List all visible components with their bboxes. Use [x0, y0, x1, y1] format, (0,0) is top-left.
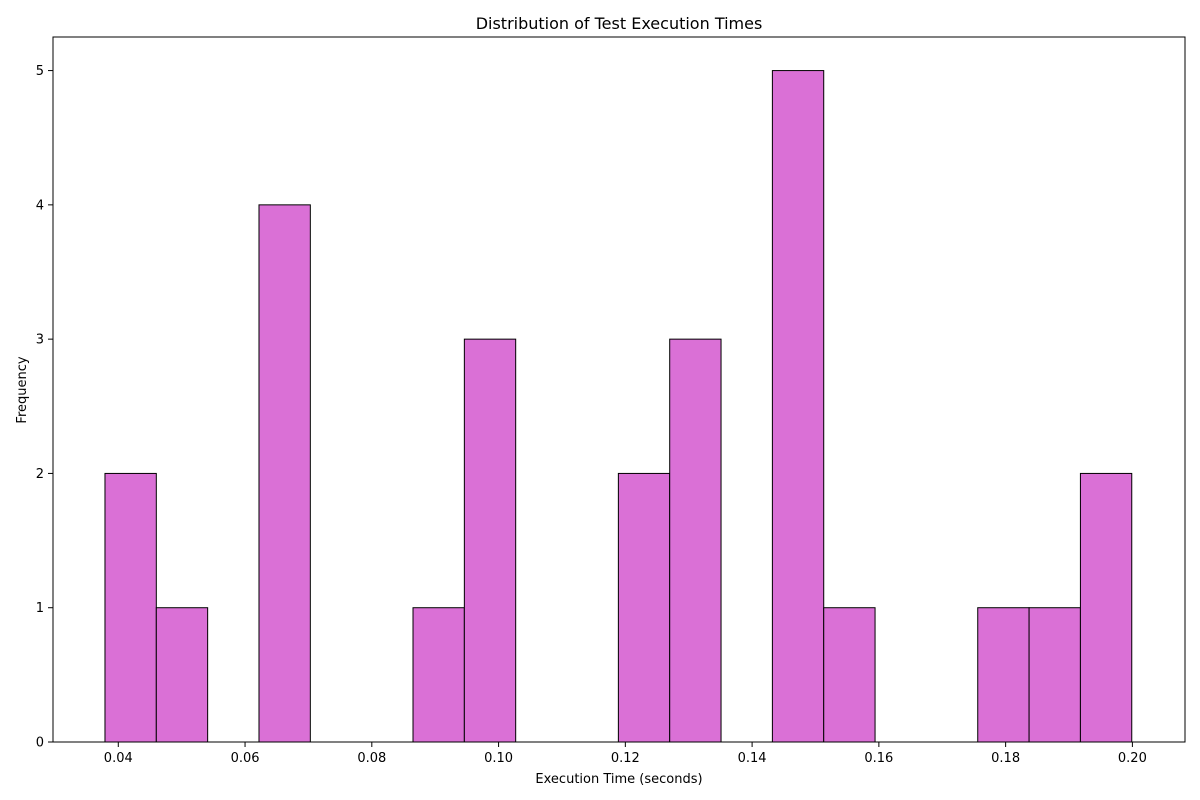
- y-tick-label: 5: [36, 64, 44, 79]
- histogram-bar-7: [463, 338, 517, 743]
- y-axis-label: Frequency: [15, 356, 30, 423]
- y-tick-label: 0: [36, 736, 44, 751]
- histogram-bar-19: [1079, 472, 1133, 743]
- histogram-bar-1: [155, 607, 209, 743]
- histogram-bar-18: [1028, 607, 1081, 743]
- x-tick-label: 0.04: [104, 751, 133, 766]
- x-tick-label: 0.14: [738, 751, 767, 766]
- histogram-bar-17: [977, 607, 1030, 743]
- bars-group: [104, 70, 1133, 743]
- x-tick-label: 0.10: [484, 751, 513, 766]
- histogram-bar-6: [412, 607, 465, 743]
- x-axis-label: Execution Time (seconds): [535, 772, 702, 787]
- histogram-bar-11: [669, 338, 722, 743]
- x-tick-label: 0.18: [991, 751, 1020, 766]
- x-tick-label: 0.12: [611, 751, 640, 766]
- y-tick-label: 3: [36, 333, 44, 348]
- y-tick-label: 2: [36, 467, 44, 482]
- histogram-bar-10: [617, 472, 671, 743]
- histogram-bar-14: [823, 607, 876, 743]
- x-tick-label: 0.16: [864, 751, 893, 766]
- histogram-bar-0: [104, 472, 157, 743]
- plot-frame: [52, 36, 1186, 743]
- x-axis-ticks: 0.04 0.06 0.08 0.10 0.12 0.14 0.16 0.18 0.20: [104, 742, 1147, 766]
- chart-title: Distribution of Test Execution Times: [476, 14, 763, 33]
- y-axis-ticks: 0 1 2 3 4 5: [36, 64, 53, 751]
- y-tick-label: 1: [36, 601, 44, 616]
- histogram-bar-13: [771, 70, 825, 743]
- histogram-bar-3: [258, 204, 311, 743]
- x-tick-label: 0.08: [357, 751, 386, 766]
- x-tick-label: 0.20: [1118, 751, 1147, 766]
- y-tick-label: 4: [36, 198, 44, 213]
- x-tick-label: 0.06: [231, 751, 260, 766]
